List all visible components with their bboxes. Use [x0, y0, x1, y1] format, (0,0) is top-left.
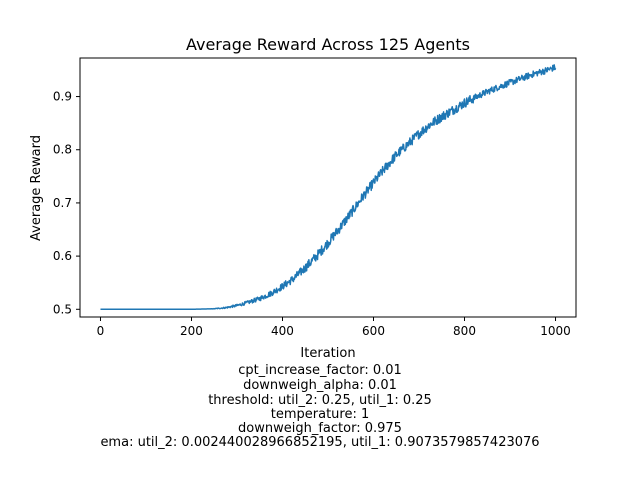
y-tick-label: 0.9: [53, 90, 72, 104]
y-tick-label: 0.7: [53, 196, 72, 210]
x-tick-label: 600: [362, 324, 385, 338]
caption-downweigh-alpha: downweigh_alpha: 0.01: [243, 378, 397, 393]
axes-frame: [79, 57, 577, 318]
y-axis-ticks: 0.5 0.6 0.7 0.8 0.9: [53, 90, 80, 316]
y-axis-label: Average Reward: [29, 135, 44, 241]
caption-cpt-increase-factor: cpt_increase_factor: 0.01: [238, 363, 402, 378]
caption-threshold: threshold: util_2: 0.25, util_1: 0.25: [208, 393, 432, 408]
y-tick-label: 0.8: [53, 143, 72, 157]
chart-title: Average Reward Across 125 Agents: [186, 35, 470, 54]
series-line: [100, 64, 557, 311]
x-axis-ticks: 0 200 400 600 800 1000: [97, 317, 571, 338]
x-tick-label: 800: [453, 324, 476, 338]
y-tick-label: 0.6: [53, 249, 72, 263]
y-tick-label: 0.5: [53, 302, 72, 316]
plot-area: [79, 57, 577, 318]
caption-downweigh-factor: downweigh_factor: 0.975: [238, 421, 402, 436]
x-axis-label: Iteration: [300, 346, 355, 361]
x-tick-label: 200: [180, 324, 203, 338]
caption-ema: ema: util_2: 0.002440028966852195, util_…: [100, 435, 540, 450]
caption-temperature: temperature: 1: [270, 407, 370, 422]
x-tick-label: 400: [271, 324, 294, 338]
x-tick-label: 1000: [540, 324, 571, 338]
x-tick-label: 0: [97, 324, 105, 338]
